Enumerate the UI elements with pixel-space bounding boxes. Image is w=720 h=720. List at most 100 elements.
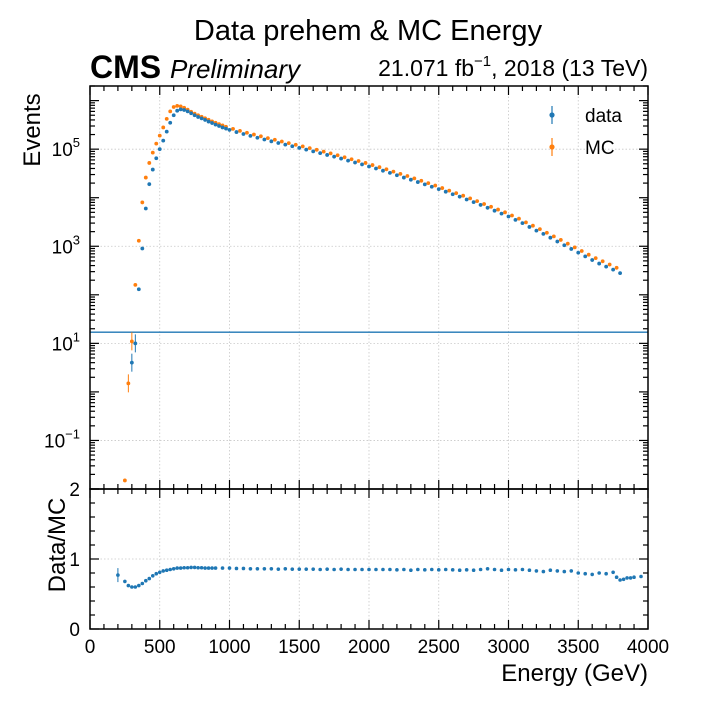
ratio-point	[374, 567, 378, 572]
ratio-point	[339, 567, 343, 571]
ratio-point	[353, 567, 357, 572]
mc-point	[558, 238, 563, 242]
ratio-point	[304, 567, 309, 571]
ratio-point	[471, 568, 476, 572]
ratio-point	[147, 576, 152, 581]
ratio-point	[625, 576, 629, 580]
ratio-point	[164, 568, 169, 572]
mc-point	[154, 141, 159, 146]
data-point	[464, 197, 469, 202]
data-point	[611, 267, 616, 272]
mc-point	[510, 213, 514, 218]
data-series	[129, 107, 622, 372]
data-point	[555, 239, 560, 244]
data-point	[203, 118, 207, 122]
x-tick-label: 2000	[348, 637, 390, 658]
ratio-y-tick-label: 1	[69, 550, 80, 571]
mc-point	[531, 223, 535, 228]
ratio-point	[590, 572, 594, 577]
data-point	[206, 119, 211, 124]
mc-point	[579, 249, 584, 253]
ratio-point	[416, 567, 420, 572]
ratio-point	[182, 565, 186, 570]
ratio-point	[506, 567, 511, 572]
mc-point	[433, 183, 438, 188]
ratio-point	[116, 573, 120, 577]
ratio-point	[234, 566, 239, 571]
lumi-label: 21.071 fb−1, 2018 (13 TeV)	[378, 53, 648, 81]
mc-point	[157, 133, 162, 138]
data-point	[262, 137, 267, 142]
mc-point	[150, 150, 155, 155]
data-point	[269, 139, 274, 144]
data-point	[541, 231, 546, 236]
mc-point	[440, 186, 445, 190]
ratio-point	[269, 567, 274, 571]
mc-point	[238, 128, 242, 133]
mc-point	[293, 142, 298, 147]
ratio-point	[206, 566, 211, 570]
ratio-point	[126, 583, 131, 588]
mc-point	[454, 191, 459, 196]
data-point	[353, 160, 357, 165]
ratio-point	[499, 568, 504, 572]
mc-point	[342, 155, 347, 160]
ratio-point	[297, 567, 302, 571]
ratio-point	[443, 567, 448, 572]
data-point	[443, 189, 448, 194]
ratio-point	[137, 583, 141, 588]
y-tick-exponent: 1	[73, 329, 80, 344]
mc-point	[593, 256, 598, 261]
mc-point	[122, 478, 127, 483]
data-point	[154, 156, 159, 161]
preliminary-label: Preliminary	[170, 54, 302, 84]
ratio-point	[168, 567, 173, 572]
y-tick-exponent: 3	[73, 232, 80, 247]
mc-point	[586, 252, 591, 257]
ratio-point	[534, 569, 539, 573]
mc-point	[468, 196, 473, 201]
x-tick-label: 1500	[278, 637, 320, 658]
ratio-point	[618, 578, 622, 582]
ratio-point	[192, 565, 197, 570]
chart-title: Data prehem & MC Energy	[194, 15, 543, 47]
data-point	[283, 142, 288, 147]
data-point	[171, 113, 176, 118]
ratio-point	[332, 567, 336, 572]
data-point	[436, 187, 441, 192]
y-tick-exponent: −1	[65, 426, 80, 441]
data-point	[450, 192, 455, 197]
data-point	[133, 341, 138, 346]
ratio-point	[311, 567, 316, 571]
ratio-point	[175, 566, 179, 570]
data-point	[311, 149, 316, 154]
data-point	[150, 167, 155, 172]
data-point	[276, 141, 281, 145]
data-point	[147, 182, 152, 187]
mc-point	[391, 169, 396, 174]
x-tick-label: 0	[85, 637, 96, 658]
data-point	[422, 182, 427, 187]
ratio-point	[576, 571, 581, 575]
main-grid	[90, 86, 648, 489]
data-point	[290, 144, 295, 149]
y-tick-label: 2	[69, 480, 80, 501]
ratio-point	[621, 577, 626, 582]
data-point	[408, 177, 413, 182]
mc-point	[178, 104, 183, 109]
data-point	[213, 122, 218, 127]
data-point	[583, 254, 588, 259]
mc-point	[328, 151, 333, 156]
data-point	[367, 164, 371, 169]
mc-point	[136, 238, 141, 243]
data-point	[415, 180, 420, 184]
data-point	[255, 135, 260, 140]
mc-point	[335, 153, 340, 158]
mc-point	[600, 259, 605, 264]
mc-point	[377, 165, 382, 170]
ratio-point	[262, 567, 267, 571]
data-point	[297, 146, 302, 150]
data-point	[220, 125, 225, 130]
ratio-point	[436, 568, 441, 572]
